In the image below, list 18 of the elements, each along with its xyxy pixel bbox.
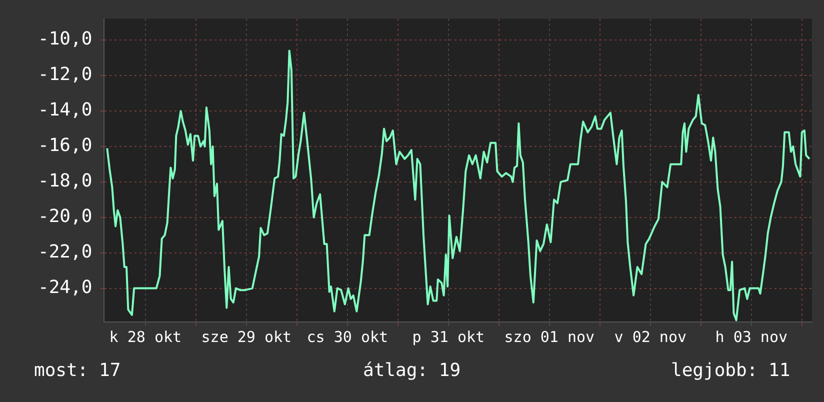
y-tick-label: -16,0 <box>38 135 92 156</box>
x-tick-label: sze 29 okt <box>201 328 292 346</box>
y-tick-label: -24,0 <box>38 276 92 298</box>
x-tick-label: cs 30 okt <box>306 328 388 346</box>
text: most: 17 <box>34 360 121 381</box>
x-tick-label: h 03 nov <box>715 328 788 346</box>
x-tick-label: p 31 okt <box>412 328 485 346</box>
y-tick-label: -20,0 <box>38 206 92 228</box>
y-tick-label: -18,0 <box>38 170 92 192</box>
y-tick-label: -12,0 <box>38 64 92 86</box>
y-tick-label: -14,0 <box>38 100 92 121</box>
y-tick-label: -10,0 <box>38 28 92 50</box>
x-tick-label: szo 01 nov <box>504 328 595 346</box>
y-tick-label: -22,0 <box>38 242 92 263</box>
x-tick-label: v 02 nov <box>614 328 687 346</box>
text: átlag: 19 <box>363 360 461 381</box>
text: legjobb: 11 <box>671 360 790 381</box>
x-tick-label: k 28 okt <box>109 328 182 346</box>
